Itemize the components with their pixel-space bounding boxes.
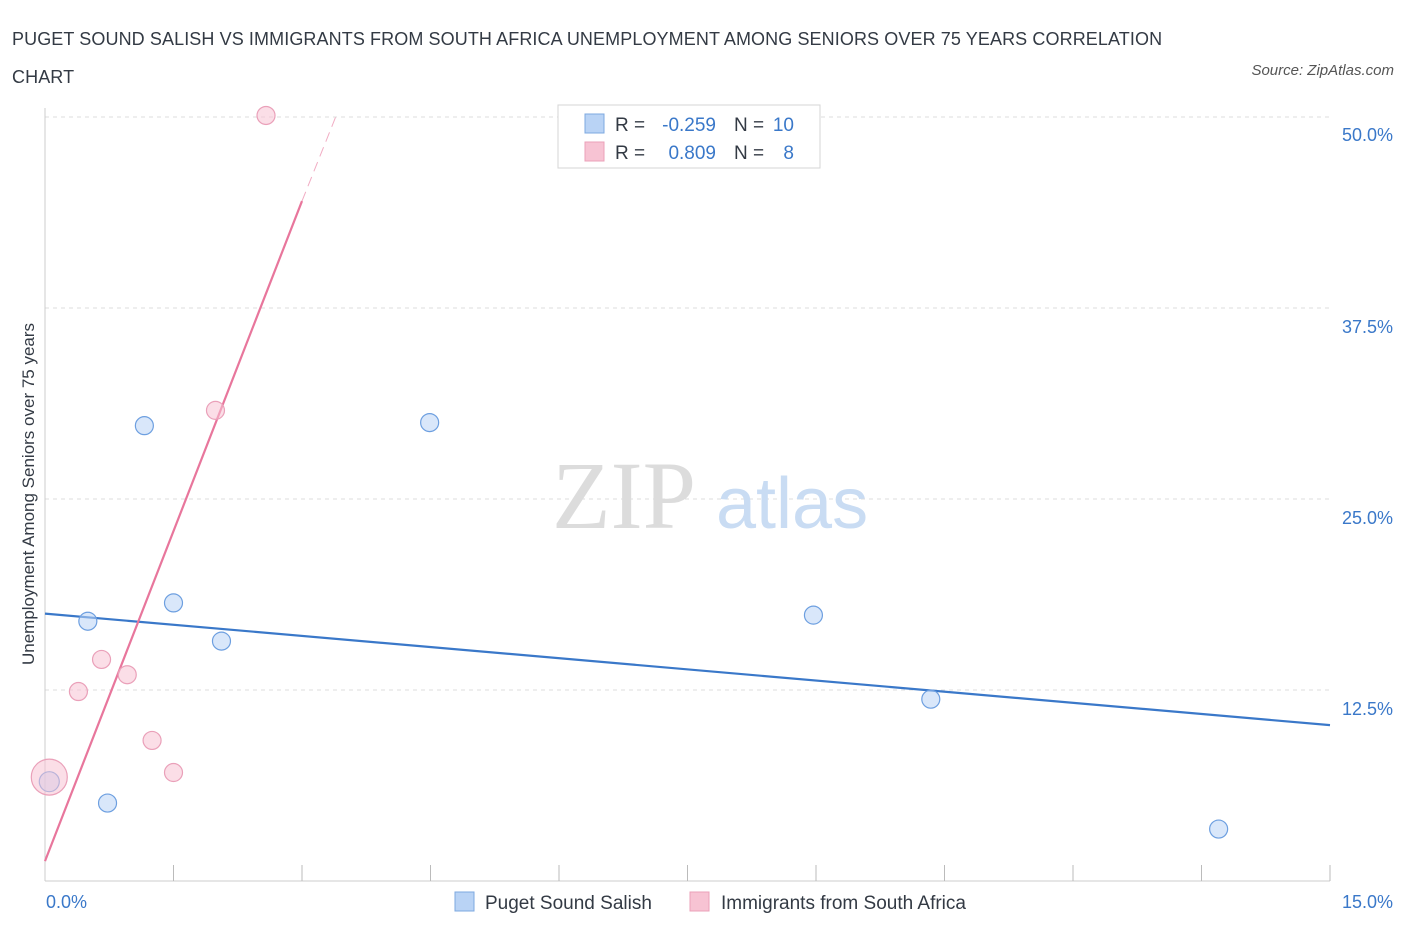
watermark-zip: ZIP (552, 442, 696, 549)
series-legend-label-southafrica: Immigrants from South Africa (721, 893, 966, 914)
trend-line-1 (43, 200, 304, 862)
point-puget-2 (97, 793, 118, 813)
chart-source: Source: ZipAtlas.com (1251, 62, 1394, 79)
series-legend-swatch-southafrica (689, 891, 710, 912)
y-tick-label-12-5: 12.5% (1342, 699, 1393, 719)
x-tick-label-min: 0.0% (46, 892, 87, 912)
y-axis-label: Unemployment Among Seniors over 75 years (19, 323, 38, 665)
point-puget-3 (134, 416, 154, 436)
legend-swatch-pink (584, 141, 605, 162)
chart-title: PUGET SOUND SALISH VS IMMIGRANTS FROM SO… (12, 29, 1163, 87)
series-legend: Puget Sound Salish Immigrants from South… (454, 891, 966, 914)
point-puget-9 (1209, 819, 1229, 839)
trend-lines (43, 115, 1331, 862)
legend-r-label-1: R = (615, 115, 645, 136)
point-puget-8 (921, 689, 941, 709)
point-puget-4 (163, 593, 184, 613)
legend-n-value-1: 10 (773, 115, 794, 136)
point-southafrica-2 (91, 649, 112, 670)
y-tick-label-50: 50.0% (1342, 125, 1393, 145)
legend-r-value-1: -0.259 (662, 115, 716, 136)
y-tick-label-25: 25.0% (1342, 508, 1393, 528)
legend-swatch-blue (584, 113, 605, 134)
point-southafrica-5 (163, 762, 184, 783)
watermark-atlas: atlas (716, 464, 868, 544)
series-legend-swatch-puget (454, 891, 475, 912)
data-points (30, 105, 1229, 839)
legend-n-label-2: N = (734, 143, 764, 164)
point-southafrica-6 (205, 400, 226, 420)
y-tick-label-37-5: 37.5% (1342, 317, 1393, 337)
correlation-legend: R = -0.259 N = 10 R = 0.809 N = 8 (557, 104, 821, 169)
gridlines (45, 116, 1330, 691)
point-puget-1 (78, 611, 98, 631)
watermark: ZIP atlas (552, 442, 868, 549)
point-southafrica-4 (142, 730, 162, 751)
point-southafrica-1 (68, 681, 89, 702)
x-ticks (173, 865, 1331, 881)
legend-r-label-2: R = (615, 143, 645, 164)
trend-line-0 (44, 612, 1331, 727)
y-tick-labels: 12.5% 25.0% 37.5% 50.0% (1342, 125, 1393, 719)
point-puget-7 (803, 605, 824, 625)
point-puget-5 (211, 631, 232, 651)
x-tick-label-max: 15.0% (1342, 892, 1393, 912)
point-puget-6 (420, 413, 440, 433)
legend-n-value-2: 8 (783, 143, 794, 164)
point-southafrica-3 (117, 665, 137, 685)
point-southafrica-0 (30, 758, 68, 796)
legend-n-label-1: N = (734, 115, 764, 136)
point-southafrica-7 (256, 105, 276, 126)
trend-line-extension-1 (301, 115, 337, 202)
legend-r-value-2: 0.809 (668, 143, 716, 164)
series-legend-label-puget: Puget Sound Salish (485, 893, 652, 914)
